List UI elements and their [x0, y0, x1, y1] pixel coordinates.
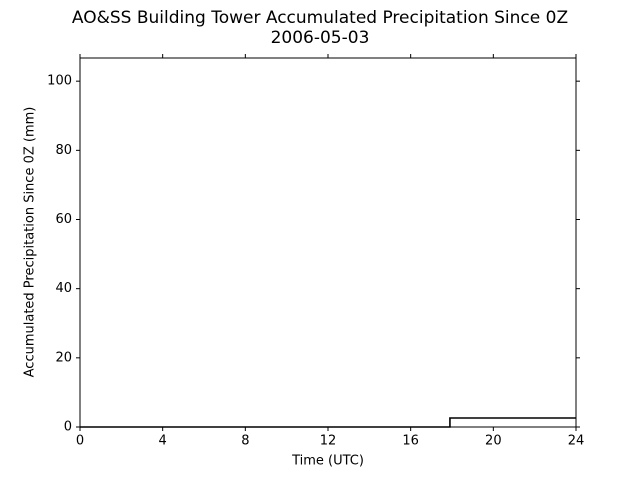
- y-tick-label: 0: [64, 420, 72, 435]
- y-tick-label: 40: [55, 281, 72, 296]
- y-tick-label: 80: [55, 143, 72, 158]
- y-tick-label: 60: [55, 212, 72, 227]
- x-tick-label: 4: [159, 434, 167, 449]
- x-tick-label: 12: [320, 434, 337, 449]
- x-tick-label: 0: [76, 434, 84, 449]
- chart-title: AO&SS Building Tower Accumulated Precipi…: [72, 8, 568, 28]
- x-tick-label: 24: [568, 434, 585, 449]
- y-tick-label: 20: [55, 350, 72, 365]
- x-tick-label: 16: [402, 434, 419, 449]
- plot-frame: [79, 57, 577, 428]
- x-tick-label: 8: [241, 434, 249, 449]
- x-axis-label: Time (UTC): [291, 454, 364, 469]
- y-tick-label: 100: [47, 74, 72, 89]
- x-tick-label: 20: [485, 434, 502, 449]
- chart-subtitle: 2006-05-03: [271, 28, 370, 48]
- y-axis-label: Accumulated Precipitation Since 0Z (mm): [23, 107, 38, 378]
